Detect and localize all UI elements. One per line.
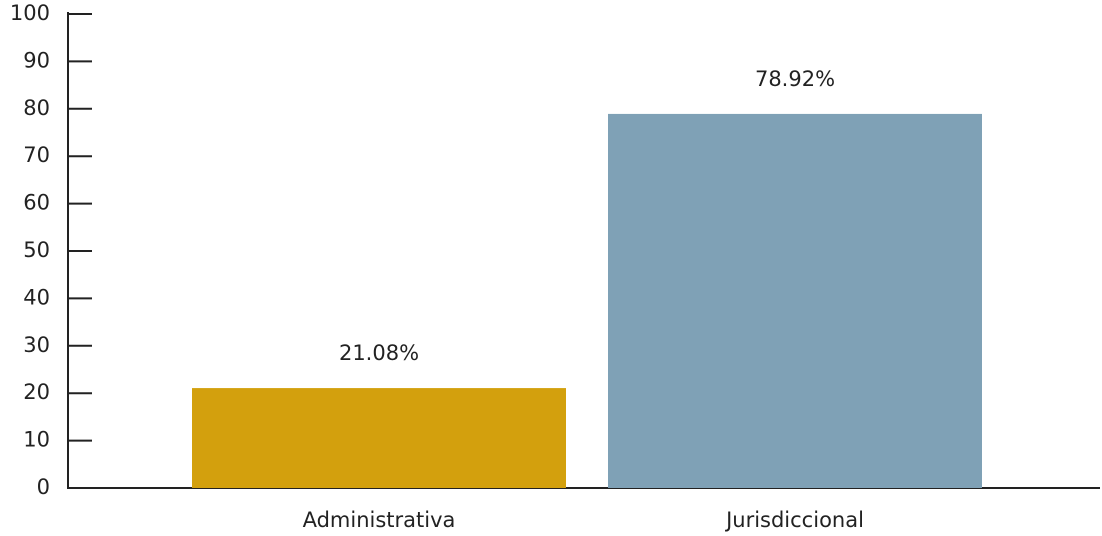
y-tick-label: 0: [37, 475, 50, 499]
y-tick-label: 70: [23, 143, 50, 167]
y-tick-label: 20: [23, 380, 50, 404]
y-tick-label: 60: [23, 191, 50, 215]
bar: [608, 113, 982, 489]
y-tick-label: 100: [10, 1, 50, 25]
y-tick-label: 30: [23, 333, 50, 357]
y-tick-label: 80: [23, 96, 50, 120]
y-tick-label: 40: [23, 285, 50, 309]
x-tick-label: Administrativa: [303, 508, 456, 532]
value-label: 21.08%: [339, 341, 419, 365]
bar: [192, 388, 566, 488]
y-tick-label: 10: [23, 428, 50, 452]
y-tick-label: 90: [23, 48, 50, 72]
y-tick-label: 50: [23, 238, 50, 262]
value-label: 78.92%: [755, 67, 835, 91]
x-tick-label: Jurisdiccional: [724, 508, 864, 532]
